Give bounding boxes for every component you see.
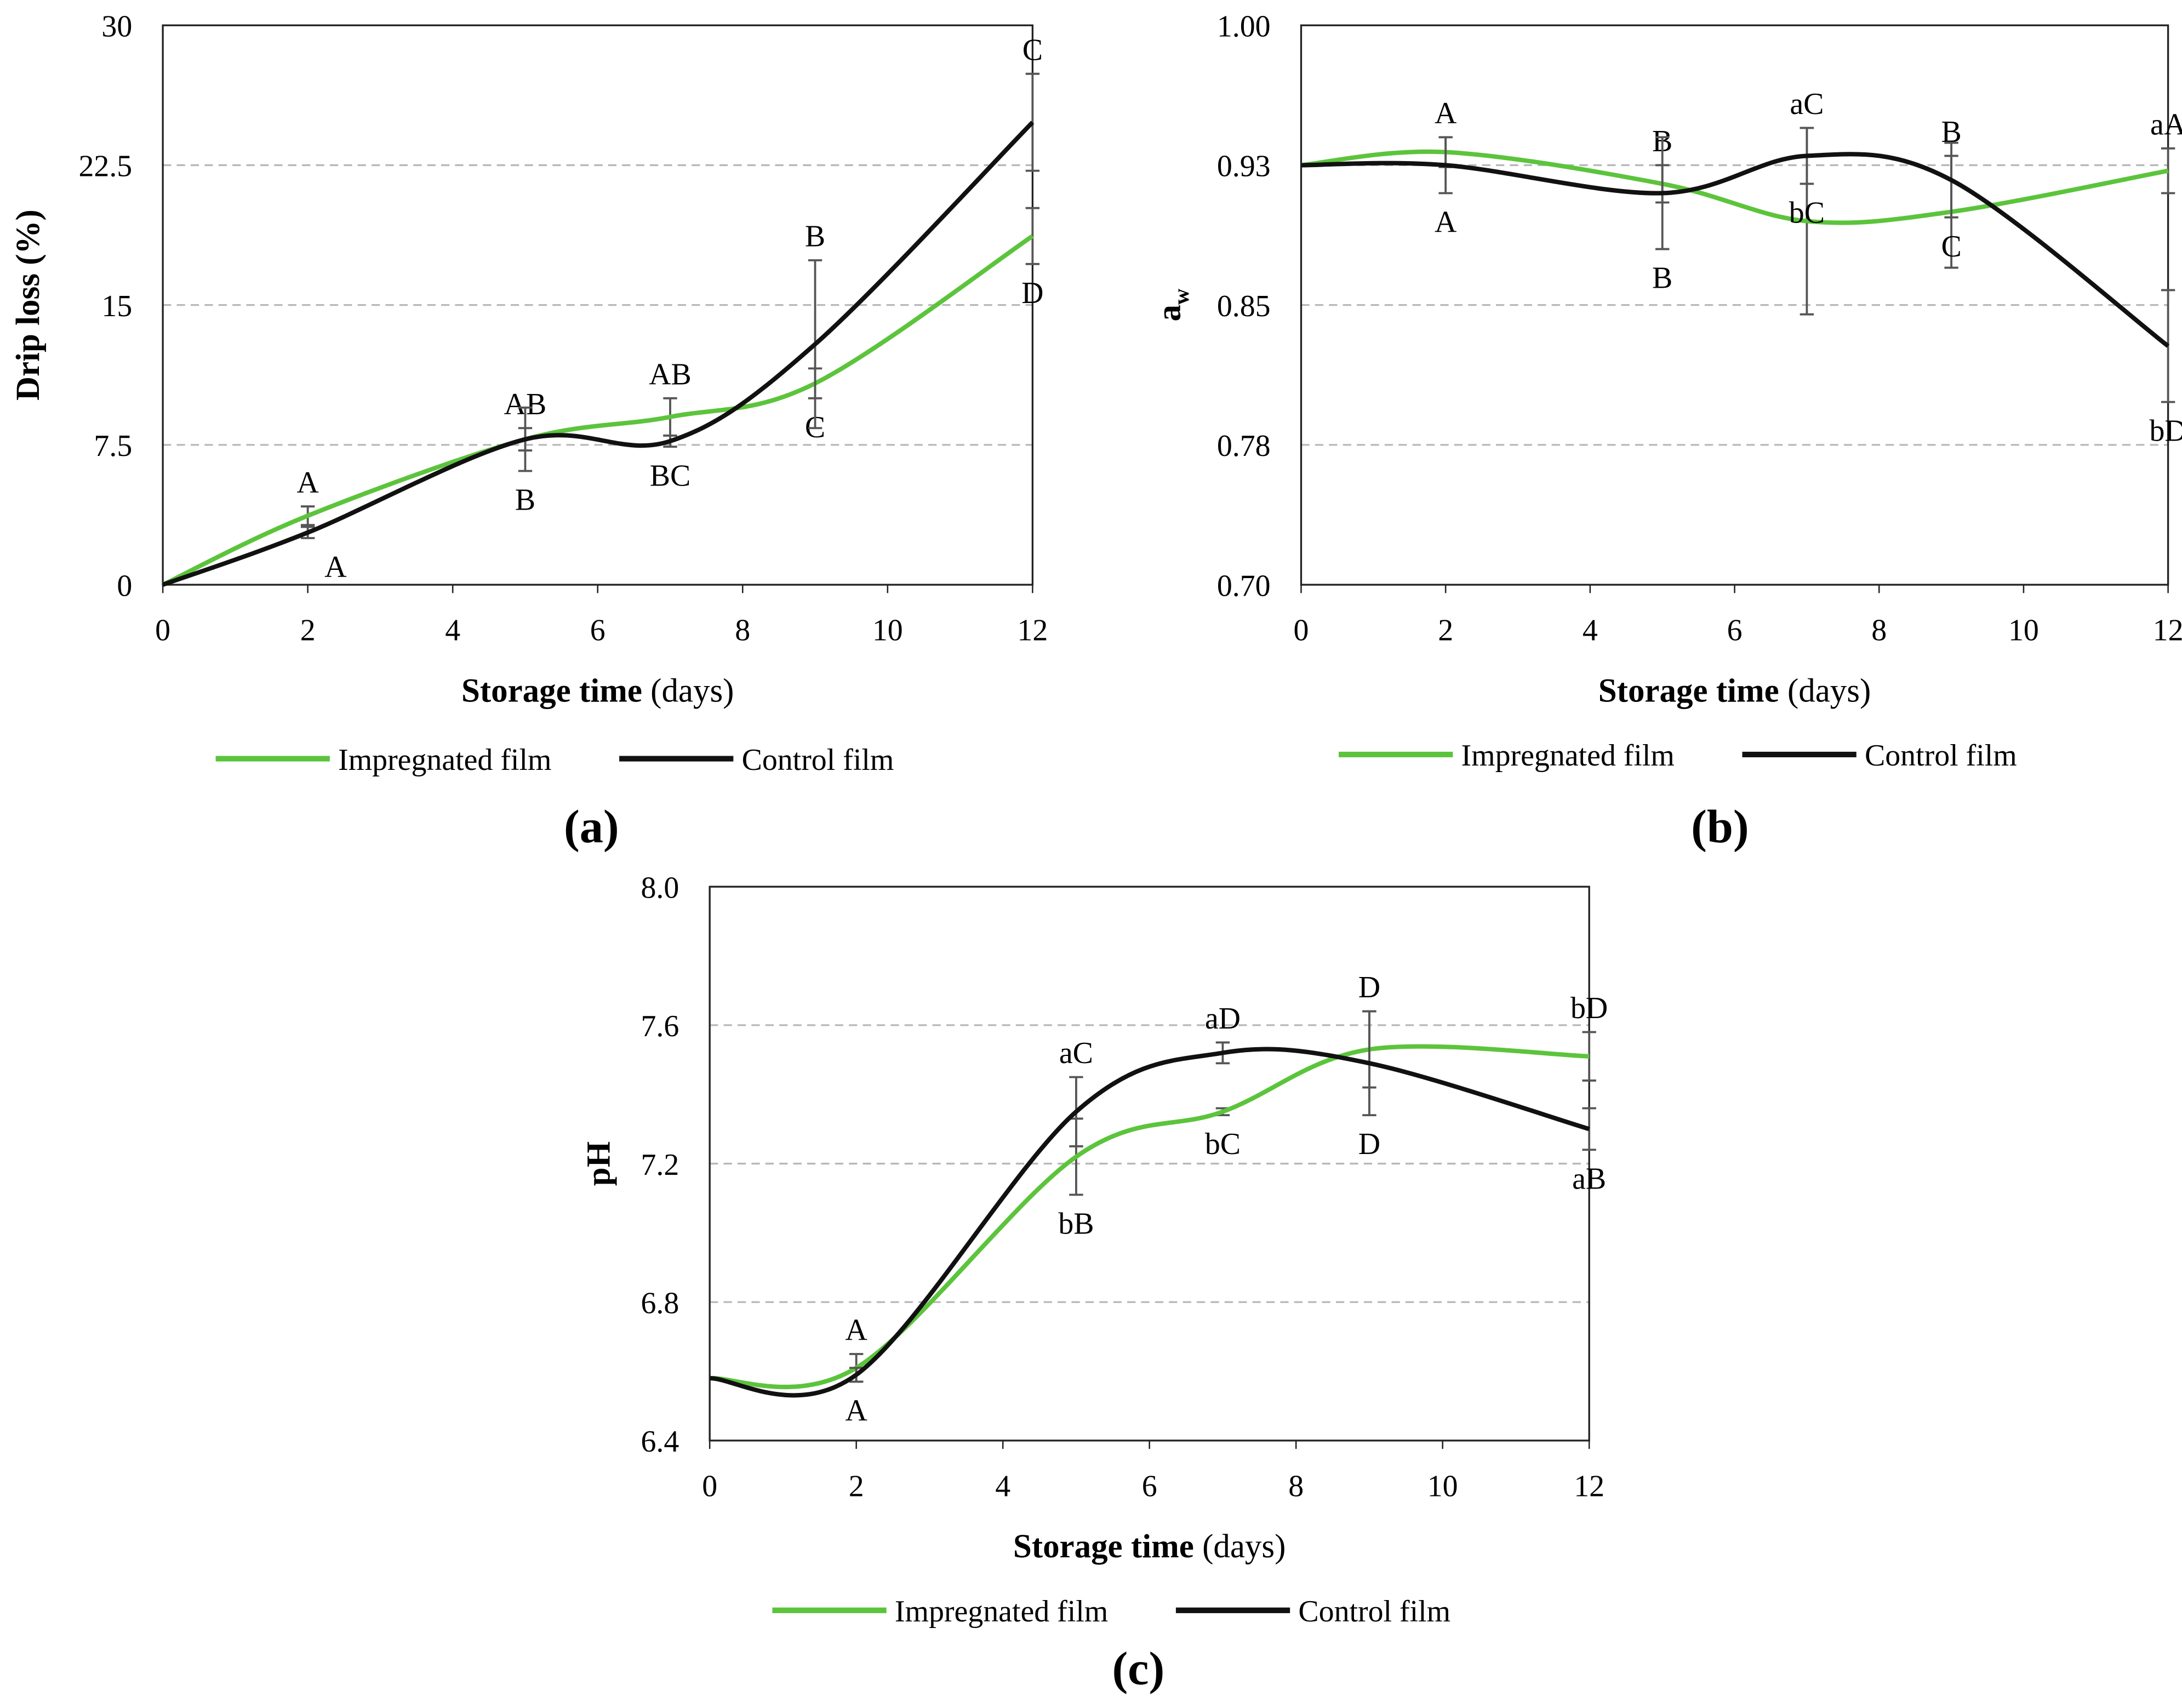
series-line-control [162, 121, 1035, 587]
x-tick-label: 2 [849, 1469, 864, 1503]
y-tick-label: 6.4 [641, 1425, 679, 1459]
significance-label: D [1021, 276, 1043, 310]
x-tick-label: 6 [1727, 614, 1743, 648]
y-tick-label: 1.00 [1217, 10, 1271, 44]
legend-control-label: Control film [1298, 1595, 1450, 1629]
y-tick-label: 0.93 [1217, 150, 1271, 184]
x-tick-label: 6 [1142, 1469, 1157, 1503]
x-tick-label: 12 [1017, 614, 1048, 648]
panel-label: (b) [1691, 800, 1749, 853]
legend-control-label: Control film [1865, 739, 2017, 773]
x-tick-label: 0 [155, 614, 170, 648]
significance-label: B [805, 220, 825, 254]
significance-label: A [296, 466, 318, 500]
significance-label: B [1652, 261, 1672, 295]
x-tick-label: 10 [1427, 1469, 1458, 1503]
x-tick-label: 12 [2153, 614, 2182, 648]
legend-control-label: Control film [742, 743, 894, 777]
x-tick-label: 8 [1288, 1469, 1304, 1503]
significance-label: aA [2150, 107, 2182, 141]
x-tick-label: 2 [1438, 614, 1453, 648]
y-tick-label: 0 [117, 569, 132, 603]
significance-label: aC [1059, 1036, 1093, 1070]
y-axis-label: Drip loss (%) [10, 209, 47, 401]
significance-label: A [845, 1394, 867, 1428]
x-tick-label: 0 [1294, 614, 1309, 648]
x-tick-label: 8 [1871, 614, 1887, 648]
y-tick-label: 15 [101, 289, 132, 323]
series-line-control [1301, 152, 2170, 348]
x-tick-label: 0 [702, 1469, 717, 1503]
significance-label: BC [650, 459, 691, 493]
significance-label: A [1435, 96, 1456, 130]
panel-label: (c) [1112, 1642, 1164, 1694]
y-tick-label: 22.5 [78, 150, 132, 184]
y-tick-label: 0.70 [1217, 569, 1271, 603]
x-tick-label: 4 [995, 1469, 1010, 1503]
panel-label: (a) [564, 800, 619, 853]
x-tick-label: 10 [2008, 614, 2039, 648]
x-tick-label: 8 [735, 614, 750, 648]
significance-label: C [1941, 230, 1961, 264]
y-tick-label: 7.5 [94, 429, 132, 463]
series-line-control [710, 1047, 1590, 1398]
error-bar [1025, 72, 1040, 172]
y-axis-label: pH [580, 1141, 617, 1186]
x-axis-label: Storage time (days) [1013, 1528, 1286, 1565]
x-tick-label: 6 [590, 614, 606, 648]
significance-label: aC [1790, 87, 1824, 121]
series-line-impregnated [162, 234, 1034, 587]
significance-label: A [845, 1313, 867, 1347]
error-bar [1025, 207, 1040, 265]
y-tick-label: 0.85 [1217, 289, 1271, 323]
y-tick-label: 30 [101, 10, 132, 44]
significance-label: B [515, 483, 535, 517]
y-tick-label: 0.78 [1217, 429, 1271, 463]
legend-impregnated-label: Impregnated film [338, 743, 551, 777]
x-tick-label: 12 [1574, 1469, 1604, 1503]
x-tick-label: 4 [445, 614, 460, 648]
significance-label: bC [1205, 1127, 1241, 1161]
y-axis-label: aw [1151, 288, 1193, 321]
x-axis-label: Storage time (days) [1598, 672, 1871, 709]
significance-label: AB [649, 357, 692, 391]
legend-impregnated-label: Impregnated film [895, 1595, 1108, 1629]
significance-label: D [1358, 970, 1380, 1004]
error-bar [2161, 147, 2175, 195]
chart-panel-1: 0 2 4 6 8 10 12 0.70 0.78 0.85 0.93 1.00 Storage tim… [1151, 10, 2182, 853]
series-line-impregnated [1301, 149, 2169, 225]
x-tick-label: 2 [300, 614, 316, 648]
legend-impregnated-label: Impregnated film [1461, 739, 1675, 773]
y-tick-label: 8.0 [641, 871, 679, 905]
significance-label: bB [1058, 1207, 1094, 1241]
chart-panel-2: 0 2 4 6 8 10 12 6.4 6.8 7.2 7.6 8.0 Storage time (da… [580, 871, 1608, 1694]
y-tick-label: 6.8 [641, 1287, 679, 1321]
significance-label: D [1358, 1127, 1380, 1161]
significance-label: aD [1205, 1002, 1241, 1036]
x-tick-label: 4 [1583, 614, 1598, 648]
x-tick-label: 10 [872, 614, 903, 648]
significance-label: C [1023, 33, 1043, 67]
series-line-impregnated [709, 1044, 1590, 1390]
significance-label: bD [1570, 991, 1608, 1025]
chart-panel-0: 0 2 4 6 8 10 12 0 7.5 15 22.5 30 Storage time (days)… [10, 10, 1048, 853]
y-tick-label: 7.6 [641, 1009, 679, 1043]
significance-label: bC [1789, 196, 1825, 230]
significance-label: bD [2149, 414, 2182, 448]
y-tick-label: 7.2 [641, 1148, 679, 1182]
significance-label: aB [1572, 1162, 1606, 1196]
x-axis-label: Storage time (days) [461, 672, 734, 709]
significance-label: A [1435, 205, 1456, 239]
significance-label: A [324, 550, 346, 584]
